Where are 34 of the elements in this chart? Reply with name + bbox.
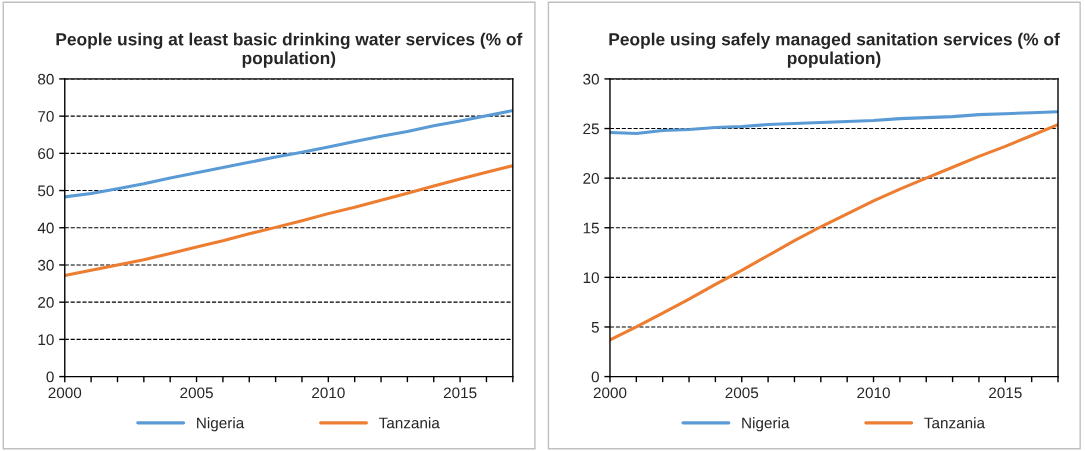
- legend-label: Nigeria: [742, 417, 790, 432]
- line-series: [609, 110, 1059, 136]
- line-series: [64, 109, 513, 199]
- y-tick-label: 0: [591, 371, 599, 383]
- y-tick-label: 15: [583, 222, 599, 234]
- y-tick-label: 50: [37, 185, 54, 197]
- x-tick-label: 2010: [857, 387, 890, 399]
- x-tick-label: 2015: [989, 387, 1022, 399]
- y-tick-label: 10: [583, 272, 599, 284]
- legend-label: Tanzania: [924, 417, 986, 429]
- y-tick-label: 20: [583, 173, 599, 184]
- y-tick-label: 80: [38, 73, 54, 85]
- chart-title: People using at least basic drinking water services (% of population): [56, 32, 523, 68]
- x-tick-label: 2015: [443, 387, 477, 399]
- y-tick-label: 30: [583, 73, 599, 85]
- line-series: [64, 164, 513, 277]
- y-tick-label: 40: [37, 222, 54, 234]
- x-tick-label: 2005: [180, 387, 213, 399]
- y-tick-label: 60: [38, 148, 54, 160]
- y-tick-label: 70: [38, 111, 54, 122]
- y-tick-label: 0: [46, 371, 54, 383]
- y-tick-label: 5: [591, 322, 599, 333]
- x-tick-label: 2005: [725, 387, 759, 399]
- line-series: [609, 123, 1059, 342]
- y-tick-label: 20: [38, 297, 54, 308]
- x-tick-label: 2010: [312, 387, 345, 399]
- y-tick-label: 10: [38, 334, 54, 346]
- legend-label: Nigeria: [197, 417, 245, 432]
- x-tick-label: 2000: [48, 387, 82, 399]
- y-tick-label: 30: [37, 259, 54, 271]
- y-tick-label: 25: [583, 123, 599, 135]
- x-tick-label: 2000: [593, 387, 627, 399]
- chart-title: People using safely managed sanitation services (% of population): [609, 32, 1060, 68]
- legend-label: Tanzania: [379, 417, 440, 429]
